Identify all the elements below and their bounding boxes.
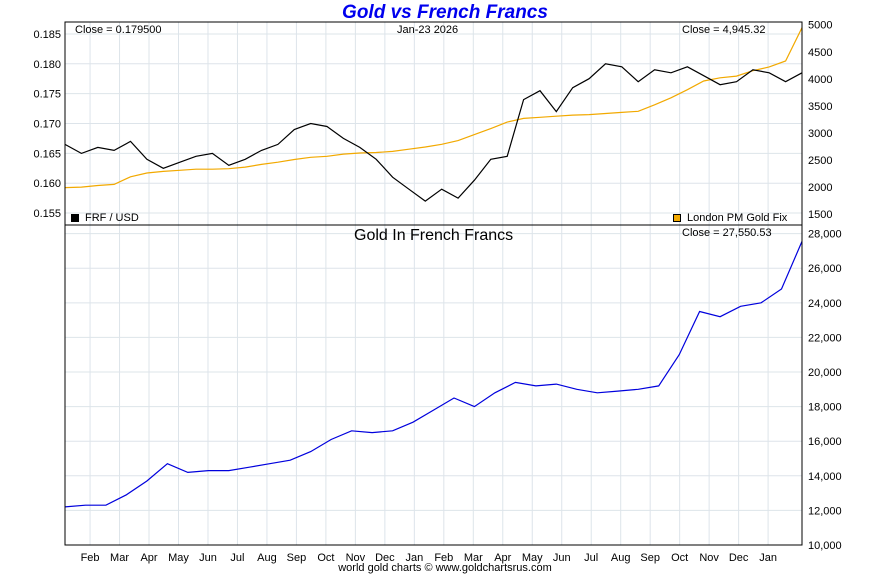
legend-gold-swatch — [673, 214, 681, 223]
x-tick-label: Mar — [464, 552, 483, 564]
y-right-tick-label: 12,000 — [808, 505, 842, 517]
legend-gold-label: London PM Gold Fix — [687, 212, 788, 224]
x-tick-label: May — [168, 552, 189, 564]
y-right-tick-label: 26,000 — [808, 263, 842, 275]
y-left-tick-label: 0.170 — [33, 119, 61, 131]
y-right-tick-label: 14,000 — [808, 471, 842, 483]
frf-close-label: Close = 0.179500 — [75, 24, 162, 36]
series-line-frf-usd — [64, 63, 803, 202]
x-tick-label: Aug — [611, 552, 631, 564]
y-left-tick-label: 0.185 — [33, 29, 61, 41]
legend-frf: FRF / USD — [71, 212, 139, 224]
x-tick-label: Jan — [405, 552, 423, 564]
x-tick-label: Apr — [494, 552, 511, 564]
y-right-tick-label: 2500 — [808, 155, 832, 167]
x-tick-label: Dec — [729, 552, 749, 564]
x-tick-label: Feb — [81, 552, 100, 564]
date-label: Jan-23 2026 — [397, 24, 459, 36]
x-tick-label: Apr — [140, 552, 157, 564]
gold-close-label: Close = 4,945.32 — [682, 24, 766, 36]
y-left-tick-label: 0.180 — [33, 59, 61, 71]
series-line-gold — [64, 27, 803, 189]
x-tick-label: May — [522, 552, 543, 564]
y-right-tick-label: 22,000 — [808, 332, 842, 344]
x-tick-label: Sep — [640, 552, 660, 564]
legend-gold: London PM Gold Fix — [673, 212, 787, 224]
y-right-tick-label: 3000 — [808, 128, 832, 140]
y-right-tick-label: 4000 — [808, 74, 832, 86]
x-tick-label: Nov — [699, 552, 719, 564]
y-left-tick-label: 0.175 — [33, 89, 61, 101]
y-right-tick-label: 18,000 — [808, 402, 842, 414]
y-right-tick-label: 2000 — [808, 182, 832, 194]
y-right-tick-label: 24,000 — [808, 298, 842, 310]
y-left-tick-label: 0.155 — [33, 208, 61, 220]
y-left-tick-label: 0.160 — [33, 178, 61, 190]
bottom-panel-border — [64, 224, 803, 546]
x-tick-label: Oct — [671, 552, 688, 564]
legend-frf-swatch — [71, 214, 79, 223]
bottom-close-label: Close = 27,550.53 — [682, 227, 772, 239]
x-tick-label: Oct — [317, 552, 334, 564]
x-tick-label: Dec — [375, 552, 395, 564]
x-tick-label: Feb — [434, 552, 453, 564]
bottom-panel-bg — [65, 225, 802, 545]
x-tick-label: Jan — [759, 552, 777, 564]
chart-title: Gold vs French Francs — [342, 2, 548, 23]
x-tick-label: Jul — [230, 552, 244, 564]
legend-frf-label: FRF / USD — [85, 212, 139, 224]
y-right-tick-label: 1500 — [808, 209, 832, 221]
y-right-tick-label: 3500 — [808, 101, 832, 113]
footer-credit: world gold charts © www.goldchartsrus.co… — [338, 562, 552, 574]
y-right-tick-label: 10,000 — [808, 540, 842, 552]
bottom-chart-title: Gold In French Francs — [354, 227, 514, 244]
y-right-tick-label: 20,000 — [808, 367, 842, 379]
y-left-tick-label: 0.165 — [33, 148, 61, 160]
x-tick-label: Aug — [257, 552, 277, 564]
x-tick-label: Jun — [199, 552, 217, 564]
y-right-tick-label: 16,000 — [808, 436, 842, 448]
y-right-tick-label: 4500 — [808, 47, 832, 59]
x-tick-label: Jun — [553, 552, 571, 564]
series-line-gold-in-frf — [64, 241, 803, 508]
x-tick-label: Jul — [584, 552, 598, 564]
y-right-tick-label: 5000 — [808, 20, 832, 32]
x-tick-label: Nov — [346, 552, 366, 564]
x-tick-label: Mar — [110, 552, 129, 564]
x-tick-label: Sep — [287, 552, 307, 564]
y-right-tick-label: 28,000 — [808, 229, 842, 241]
